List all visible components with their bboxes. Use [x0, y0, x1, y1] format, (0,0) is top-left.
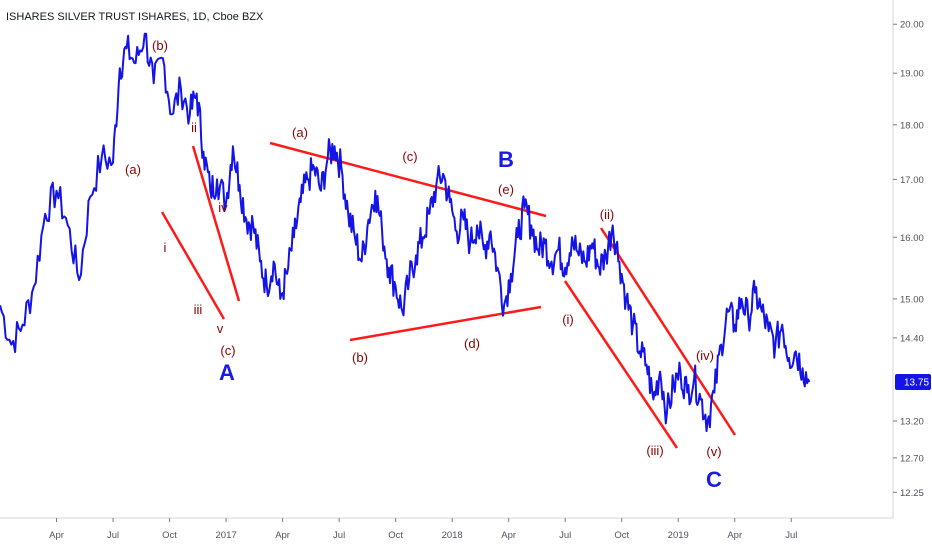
wave-label: ii: [191, 120, 197, 135]
x-tick-label: 2017: [216, 530, 237, 541]
wave-label: (v): [706, 444, 721, 459]
last-price-tag: 13.75: [895, 374, 931, 391]
trendline-c-lower: [563, 280, 679, 449]
y-tick-label: 19.00: [900, 69, 924, 80]
wave-label: (c): [402, 149, 417, 164]
trendlines: [160, 141, 737, 449]
x-axis-ticks: Apr Jul Oct 2017 Apr Jul Oct 2018 Apr Jul Oct 2019 A…: [49, 518, 797, 541]
trendline-triangle-upper: [269, 141, 547, 218]
x-tick-label: 2018: [442, 530, 463, 541]
wave-label: (a): [292, 125, 308, 140]
y-tick-label: 16.00: [900, 233, 924, 244]
wave-label: iii: [194, 302, 203, 317]
y-tick-label: 12.70: [900, 453, 924, 464]
chart-title: ISHARES SILVER TRUST ISHARES, 1D, Cboe B…: [6, 11, 264, 23]
x-tick-label: Jul: [785, 530, 797, 541]
wave-label: (d): [464, 336, 480, 351]
wave-label: i: [164, 240, 167, 255]
wave-label: (c): [220, 343, 235, 358]
wave-label: (e): [498, 182, 514, 197]
wave-label: v: [217, 321, 224, 336]
x-tick-label: Jul: [559, 530, 571, 541]
trendline-a-upper: [191, 145, 241, 302]
last-price-badge: [895, 374, 931, 391]
x-tick-label: 2019: [668, 530, 689, 541]
y-tick-label: 20.00: [900, 20, 924, 31]
last-price-value: 13.75: [904, 378, 929, 389]
wave-labels: (b) (a) ii i iv iii v (c) (a) (c) (e) (b…: [125, 38, 722, 492]
y-tick-label: 13.20: [900, 416, 924, 427]
wave-label: (b): [152, 38, 168, 53]
x-tick-label: Apr: [49, 530, 64, 541]
wave-label: (a): [125, 162, 141, 177]
major-wave-label: A: [219, 360, 235, 385]
major-wave-label: C: [706, 467, 722, 492]
y-tick-label: 18.00: [900, 120, 924, 131]
x-tick-label: Oct: [162, 530, 177, 541]
x-tick-label: Apr: [501, 530, 516, 541]
x-tick-label: Apr: [727, 530, 742, 541]
y-tick-label: 15.00: [900, 294, 924, 305]
x-tick-label: Jul: [333, 530, 345, 541]
price-series-line: [0, 32, 811, 433]
x-tick-label: Oct: [388, 530, 403, 541]
wave-label: (iii): [646, 443, 663, 458]
trendline-triangle-lower: [349, 305, 542, 342]
x-tick-label: Apr: [275, 530, 290, 541]
x-tick-label: Oct: [614, 530, 629, 541]
major-wave-label: B: [498, 147, 514, 172]
y-tick-label: 17.00: [900, 175, 924, 186]
wave-label: (i): [562, 312, 574, 327]
y-tick-label: 14.40: [900, 333, 924, 344]
trendline-a-lower: [160, 211, 226, 320]
y-axis-ticks: 20.00 19.00 18.00 17.00 16.00 15.00 14.40 13.20…: [893, 20, 924, 499]
wave-label: (ii): [600, 207, 614, 222]
wave-label: (b): [352, 350, 368, 365]
x-tick-label: Jul: [107, 530, 119, 541]
wave-label: (iv): [696, 348, 714, 363]
wave-label: iv: [218, 200, 228, 215]
y-tick-label: 12.25: [900, 488, 924, 499]
trendline-c-upper: [599, 227, 737, 436]
